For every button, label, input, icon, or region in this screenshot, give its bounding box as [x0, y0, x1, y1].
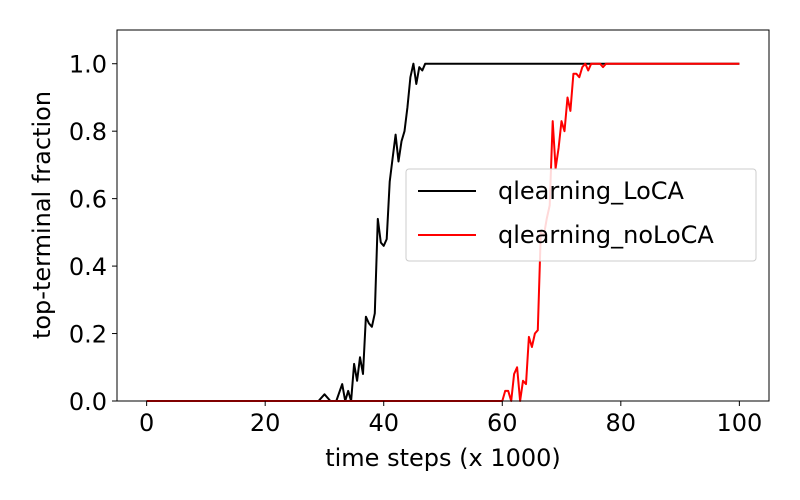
legend-box [405, 168, 757, 262]
legend: qlearning_LoCA qlearning_noLoCA [405, 168, 757, 262]
y-axis-label: top-terminal fraction [28, 91, 56, 339]
y-tick-label: 1.0 [69, 51, 107, 79]
legend-label-0: qlearning_LoCA [498, 177, 685, 205]
x-axis: 0 20 40 60 80 100 [139, 401, 762, 437]
plot-frame [116, 29, 770, 402]
y-tick-label: 0.8 [69, 118, 107, 146]
x-tick-label: 40 [368, 409, 399, 437]
x-axis-label: time steps (x 1000) [325, 444, 561, 472]
x-tick-label: 100 [716, 409, 762, 437]
x-tick-label: 0 [139, 409, 154, 437]
series-line-1 [146, 62, 740, 402]
y-tick-label: 0.2 [69, 321, 107, 349]
x-tick-label: 20 [250, 409, 281, 437]
legend-label-1: qlearning_noLoCA [498, 221, 714, 249]
x-tick-label: 60 [487, 409, 518, 437]
y-axis: 0.0 0.2 0.4 0.6 0.8 1.0 [69, 51, 117, 416]
x-tick-label: 80 [606, 409, 637, 437]
series-layer [146, 62, 740, 402]
y-tick-label: 0.4 [69, 253, 107, 281]
series-line-0 [146, 62, 740, 402]
y-tick-label: 0.6 [69, 186, 107, 214]
y-tick-label: 0.0 [69, 388, 107, 416]
